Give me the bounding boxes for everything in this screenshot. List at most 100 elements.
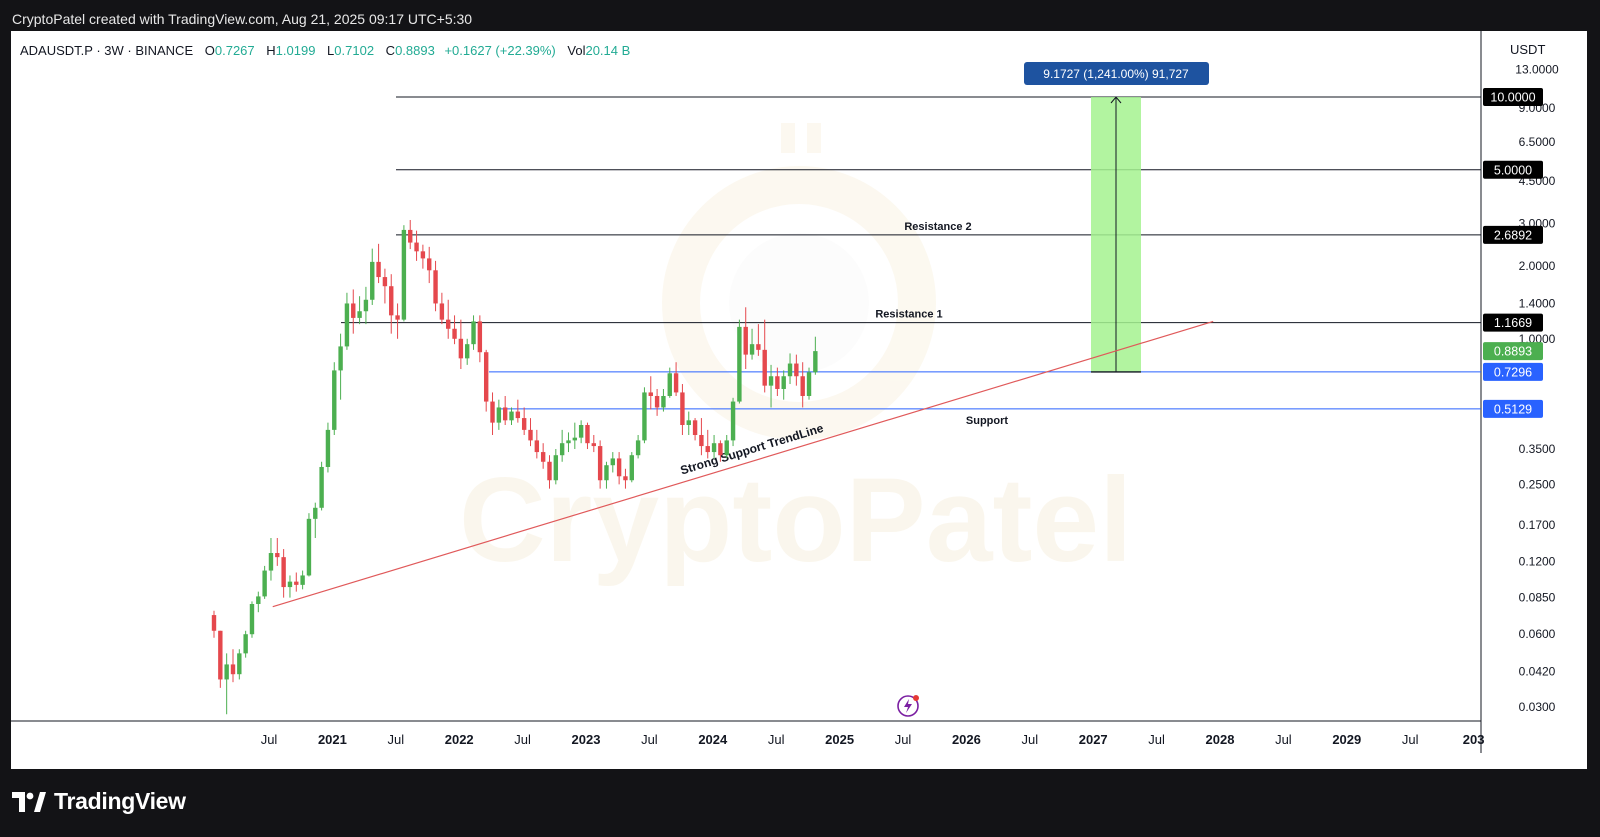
candle xyxy=(547,455,552,489)
candle xyxy=(224,653,229,715)
x-tick-label: Jul xyxy=(387,732,404,747)
low-value: 0.7102 xyxy=(334,43,375,58)
chart-area[interactable]: CryptoPatel Resistance 2 Resistance 1 Supp… xyxy=(11,31,1587,769)
candle-body xyxy=(370,261,375,300)
candle-body xyxy=(420,251,426,259)
candle-body xyxy=(623,476,628,481)
candle-body xyxy=(465,344,470,359)
candle-body xyxy=(401,229,407,320)
candle-body xyxy=(578,424,584,438)
candle xyxy=(376,243,381,284)
x-tick-label: Jul xyxy=(514,732,531,747)
candle-body xyxy=(629,455,634,481)
candle-body xyxy=(781,376,786,389)
candle-body xyxy=(471,321,476,345)
candle xyxy=(559,429,565,462)
candle-body xyxy=(775,376,780,389)
candle xyxy=(705,429,710,459)
x-tick-label: 2026 xyxy=(952,732,981,747)
candle-body xyxy=(477,321,483,353)
price-chart[interactable]: CryptoPatel Resistance 2 Resistance 1 Supp… xyxy=(11,31,1587,769)
x-tick-label: Jul xyxy=(1402,732,1419,747)
candle xyxy=(287,575,293,598)
candle-body xyxy=(585,424,590,444)
candle xyxy=(699,418,704,456)
candle xyxy=(813,336,818,375)
level-label: Resistance 1 xyxy=(875,309,942,321)
candle xyxy=(642,387,647,444)
symbol-name: ADAUSDT.P · 3W · BINANCE xyxy=(20,43,194,58)
candle xyxy=(344,292,350,350)
candle xyxy=(319,461,324,511)
candle-body xyxy=(768,376,774,386)
candle xyxy=(718,440,723,462)
high-value: 1.0199 xyxy=(275,43,316,58)
candle xyxy=(566,432,571,453)
candle-body xyxy=(395,315,400,320)
candle xyxy=(534,429,540,459)
candle xyxy=(446,299,451,339)
price-marker-label: 10.0000 xyxy=(1490,91,1535,105)
price-marker-box xyxy=(1483,313,1543,332)
candle-body xyxy=(800,376,805,396)
candle-body xyxy=(458,338,464,359)
candle xyxy=(237,649,242,680)
volume-value: 20.14 B xyxy=(585,43,631,58)
price-marker-box xyxy=(1483,362,1543,381)
candle xyxy=(680,384,685,436)
candle xyxy=(483,349,489,412)
symbol-legend: ADAUSDT.P · 3W · BINANCE O0.7267 H1.0199… xyxy=(20,43,630,58)
candle xyxy=(578,420,584,444)
candle xyxy=(363,286,369,325)
level-lines: Resistance 2 Resistance 1 Support xyxy=(341,96,1481,427)
candle-body xyxy=(490,401,495,423)
candle xyxy=(686,411,691,436)
candle xyxy=(528,418,533,447)
x-tick-label: Jul xyxy=(1021,732,1038,747)
candle xyxy=(806,367,812,400)
candle xyxy=(275,537,280,566)
candle-body xyxy=(642,392,647,441)
candle-body xyxy=(610,458,615,466)
candle xyxy=(781,370,786,400)
candle-body xyxy=(256,596,261,605)
candle-body xyxy=(483,352,489,402)
candle xyxy=(730,397,736,447)
time-scale[interactable]: Jul 2021 Jul 2022 Jul 2023 Jul 2024 Jul 2025 Jul 20… xyxy=(261,732,1485,747)
candle-body xyxy=(287,581,293,588)
currency-label[interactable]: USDT xyxy=(1510,42,1546,57)
tradingview-logo[interactable]: TradingView xyxy=(12,788,186,815)
projection-tool[interactable]: 9.1727 (1,241.00%) 91,727 xyxy=(1024,62,1209,373)
candle xyxy=(357,296,362,325)
candle-body xyxy=(553,455,559,481)
candle-body xyxy=(243,634,248,654)
candle xyxy=(401,225,407,322)
candle xyxy=(521,407,527,436)
candle xyxy=(629,452,634,483)
candle xyxy=(623,468,628,489)
candle xyxy=(408,219,413,250)
candle xyxy=(591,435,596,453)
x-tick-label: 2027 xyxy=(1079,732,1108,747)
candle xyxy=(477,315,483,363)
open-value: 0.7267 xyxy=(214,43,255,58)
candle-body xyxy=(515,411,521,419)
candle xyxy=(458,319,464,369)
price-marker-box xyxy=(1483,160,1543,179)
x-tick-label: Jul xyxy=(261,732,278,747)
flash-icon[interactable] xyxy=(897,695,919,717)
candle xyxy=(749,328,755,360)
high-label: H xyxy=(266,43,276,58)
candle-body xyxy=(521,418,527,430)
price-marker-box xyxy=(1483,342,1543,361)
price-scale[interactable]: 13.00009.00006.50004.50003.00002.00001.4… xyxy=(1515,62,1559,714)
candle-body xyxy=(382,277,388,287)
candle-body xyxy=(414,242,419,252)
candle xyxy=(496,399,502,430)
candle xyxy=(794,354,799,386)
candle-body xyxy=(559,443,565,456)
candle xyxy=(490,392,495,436)
price-marker-box xyxy=(1483,399,1543,418)
price-marker: 0.7296 xyxy=(1483,362,1543,381)
candle-body xyxy=(325,429,331,467)
